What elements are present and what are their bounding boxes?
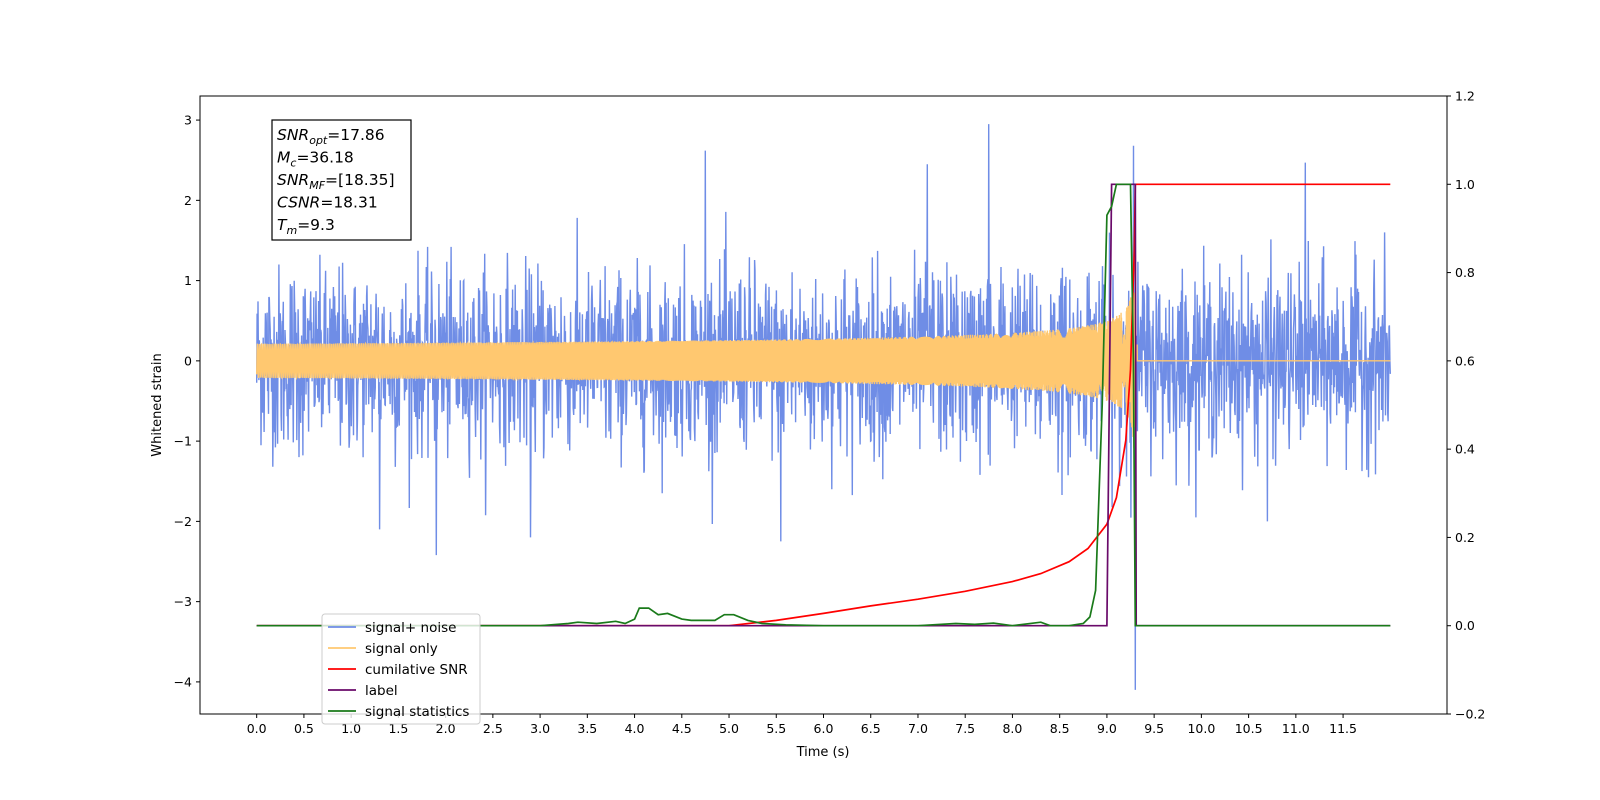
annotation-line: SNRMF=[18.35] — [277, 171, 395, 192]
x-tick-label: 1.5 — [388, 721, 408, 736]
x-tick-label: 3.0 — [530, 721, 550, 736]
legend-frame — [321, 613, 481, 725]
x-tick-label: 11.0 — [1282, 721, 1310, 736]
x-tick-label: 5.5 — [766, 721, 786, 736]
x-tick-label: 9.5 — [1144, 721, 1164, 736]
y2-tick-label: 0.2 — [1455, 530, 1475, 545]
y-tick-label: −4 — [174, 674, 192, 689]
annotation-frame — [271, 119, 412, 241]
x-tick-label: 2.0 — [436, 721, 456, 736]
y2-tick-label: 0.4 — [1455, 442, 1475, 457]
x-tick-label: 11.5 — [1329, 721, 1357, 736]
legend-label: signal statistics — [365, 704, 469, 720]
y2-tick-label: 1.0 — [1455, 177, 1475, 192]
x-tick-label: 9.0 — [1097, 721, 1117, 736]
series-signal-statistics — [256, 183, 1391, 627]
annotation-line: SNRopt=17.86 — [277, 126, 385, 147]
y2-tick-label: 0.8 — [1455, 265, 1475, 280]
x-tick-label: 3.5 — [577, 721, 597, 736]
y2-tick-label: 0.6 — [1455, 353, 1475, 368]
y-tick-label: −3 — [174, 594, 192, 609]
x-tick-label: 4.5 — [672, 721, 692, 736]
y-tick-label: −2 — [174, 514, 192, 529]
x-tick-label: 0.5 — [294, 721, 314, 736]
x-tick-label: 4.0 — [625, 721, 645, 736]
x-axis-label: Time (s) — [796, 745, 850, 760]
x-tick-label: 6.5 — [861, 721, 881, 736]
legend-label: signal+ noise — [365, 620, 456, 636]
x-tick-label: 5.0 — [719, 721, 739, 736]
annotation-line: CSNR=18.31 — [277, 194, 378, 212]
y-tick-label: 0 — [184, 353, 192, 368]
y-tick-label: 1 — [184, 273, 192, 288]
legend-label: cumilative SNR — [365, 662, 468, 678]
x-tick-label: 10.0 — [1187, 721, 1215, 736]
y2-tick-label: −0.2 — [1455, 707, 1485, 722]
y2-tick-label: 1.2 — [1455, 89, 1475, 104]
x-tick-label: 10.5 — [1235, 721, 1263, 736]
x-tick-label: 2.5 — [483, 721, 503, 736]
series-signal-noise — [256, 124, 1391, 690]
y2-tick-label: 0.0 — [1455, 618, 1475, 633]
y-tick-label: −1 — [174, 434, 192, 449]
x-tick-label: 8.0 — [1002, 721, 1022, 736]
series-signal-only — [255, 292, 1391, 448]
y-tick-label: 2 — [184, 193, 192, 208]
x-tick-label: 8.5 — [1050, 721, 1070, 736]
y-tick-label: 3 — [184, 113, 192, 128]
x-tick-label: 7.0 — [908, 721, 928, 736]
x-tick-label: 6.0 — [814, 721, 834, 736]
y-axis-label: Whitened strain — [150, 353, 165, 456]
x-tick-label: 0.0 — [247, 721, 267, 736]
x-tick-label: 1.0 — [341, 721, 361, 736]
annotation-line: Mc=36.18 — [277, 149, 354, 170]
x-tick-label: 7.5 — [955, 721, 975, 736]
legend-label: signal only — [365, 641, 438, 657]
legend: signal+ noise signal only cumilative SNR la… — [321, 613, 481, 725]
legend-label: label — [365, 683, 398, 699]
annotation-line: Tm=9.3 — [277, 216, 335, 237]
